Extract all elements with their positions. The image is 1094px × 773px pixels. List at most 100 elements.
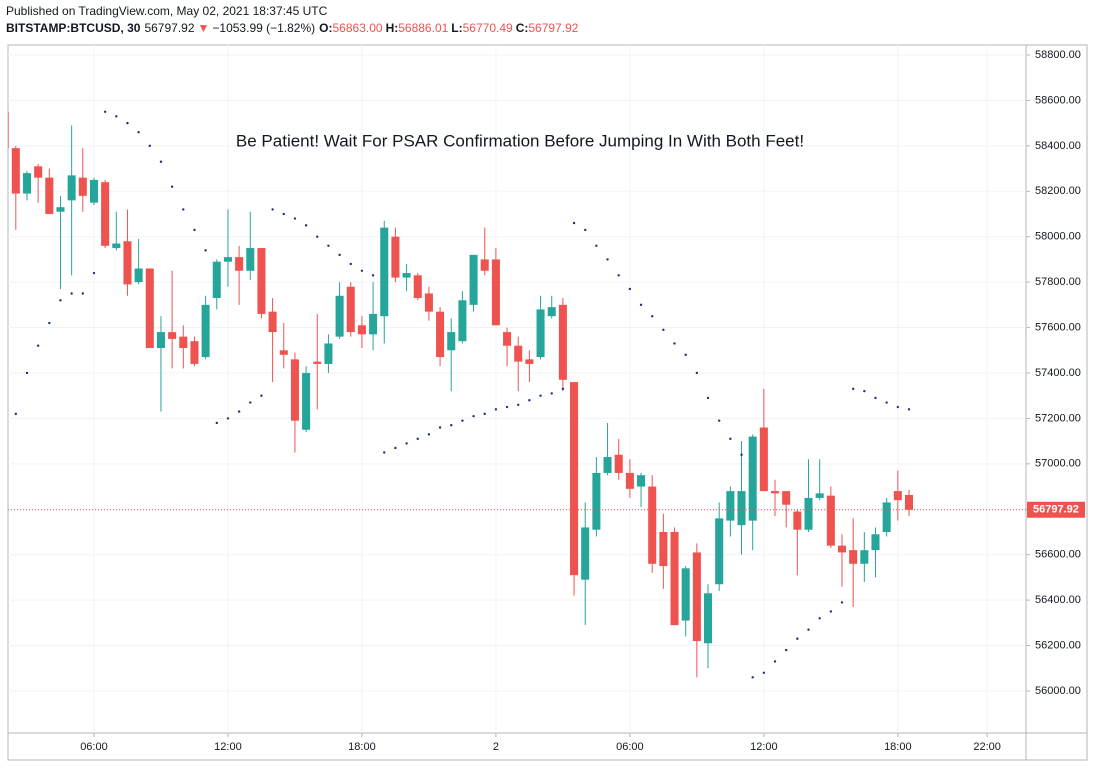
candle-body (860, 550, 869, 564)
psar-dot (115, 115, 118, 118)
y-tick-label: 57200.00 (1035, 412, 1081, 424)
psar-dot (25, 371, 29, 375)
psar-dot (773, 660, 777, 663)
psar-dot (896, 405, 900, 409)
psar-dot (92, 271, 96, 275)
psar-dot (907, 408, 911, 411)
symbol: BITSTAMP:BTCUSD, 30 (6, 21, 141, 35)
candle-body (223, 257, 232, 262)
candle-body (268, 311, 277, 333)
psar-dot (170, 185, 174, 188)
candle-body (89, 179, 98, 203)
candle-body (592, 472, 601, 530)
x-tick-label: 12:00 (750, 741, 778, 753)
candle-body (402, 273, 411, 278)
psar-dot (59, 299, 62, 302)
candle-body (346, 286, 355, 333)
candle-body (156, 332, 165, 349)
y-tick-label: 56200.00 (1035, 639, 1081, 651)
candle-body (748, 436, 757, 521)
candle-body (290, 359, 299, 421)
candle-body (436, 311, 445, 358)
psar-dot (483, 412, 486, 416)
psar-dot (751, 676, 754, 679)
psar-dot (293, 217, 297, 220)
candle-body (514, 345, 523, 362)
psar-dot (360, 269, 364, 272)
c-label: C: (516, 21, 529, 35)
candle-body (581, 527, 590, 580)
y-tick-label: 57600.00 (1035, 321, 1081, 333)
candle-body (458, 300, 467, 342)
psar-dot (182, 208, 185, 211)
psar-dot (628, 287, 632, 291)
psar-dot (863, 389, 866, 393)
psar-dot (807, 628, 810, 631)
psar-dot (550, 392, 553, 395)
psar-dot (740, 453, 743, 456)
candle-body (692, 552, 701, 642)
candle-body (324, 343, 333, 364)
candle-body (681, 568, 690, 621)
psar-dot (14, 412, 18, 416)
candle-body (536, 309, 545, 358)
annotation: Be Patient! Wait For PSAR Confirmation B… (236, 131, 804, 150)
psar-dot (673, 342, 676, 345)
psar-dot (561, 387, 565, 391)
y-tick-label: 56000.00 (1035, 685, 1081, 697)
y-tick-label: 56600.00 (1035, 549, 1081, 561)
y-tick-label: 57000.00 (1035, 458, 1081, 470)
h-label: H: (386, 21, 399, 35)
candle-body (190, 341, 199, 364)
psar-dot (316, 235, 319, 238)
candle-body (770, 491, 780, 494)
psar-dot (137, 131, 140, 134)
candle-body (815, 493, 824, 498)
psar-dot (126, 121, 129, 125)
psar-dot (36, 344, 40, 347)
candle-body (804, 497, 813, 530)
candle-body (726, 491, 735, 521)
candle-body (22, 173, 31, 194)
psar-dot (874, 396, 877, 400)
psar-dot (237, 410, 241, 413)
psar-dot (249, 401, 252, 404)
psar-dot (48, 321, 51, 325)
candle-body (212, 261, 221, 299)
psar-dot (639, 303, 643, 307)
x-tick-label: 22:00 (973, 741, 1001, 753)
candle-body (335, 295, 344, 337)
y-tick-label: 58400.00 (1035, 140, 1081, 152)
psar-dot (438, 426, 442, 429)
candle-body (413, 275, 422, 299)
x-tick-label: 06:00 (616, 741, 644, 753)
candle-body (201, 304, 210, 358)
psar-dot (584, 228, 587, 232)
psar-dot (539, 394, 542, 397)
psar-dot (885, 401, 888, 404)
psar-dot (215, 421, 218, 425)
candle-body (101, 182, 110, 246)
candle-body (279, 350, 288, 355)
axes: 56000.0056200.0056400.0056600.0056800.00… (80, 49, 1085, 753)
candle-body (670, 531, 679, 626)
psar-dot (695, 371, 699, 375)
candle-body (302, 372, 311, 430)
psar-dot (405, 442, 408, 445)
candle-body (759, 427, 768, 492)
candle-body (246, 248, 255, 271)
last-price-box (1027, 501, 1085, 518)
psar-dot (461, 419, 464, 422)
grid (8, 45, 1026, 733)
candle-body (11, 148, 20, 194)
y-tick-label: 58600.00 (1035, 94, 1081, 106)
psar-dot (528, 399, 531, 402)
candle-body (715, 518, 724, 585)
psar-dot (505, 405, 509, 409)
psar-dot (796, 637, 799, 640)
psar-dot (371, 274, 375, 277)
y-tick-label: 56400.00 (1035, 594, 1081, 606)
psar-dot (148, 144, 151, 148)
psar-dot (494, 408, 498, 411)
